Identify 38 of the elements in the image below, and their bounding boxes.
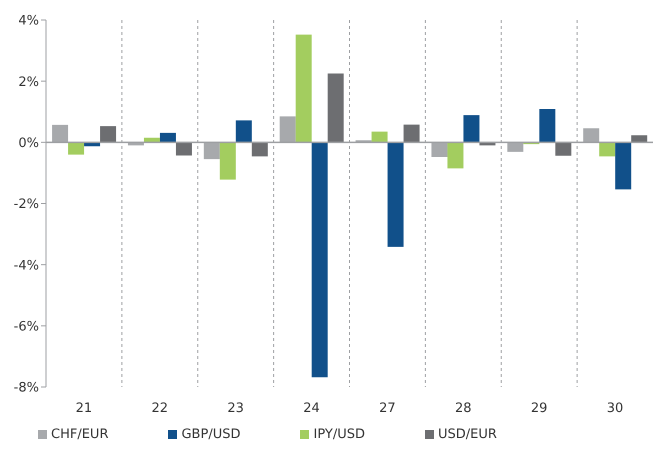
x-tick-label: 23: [227, 401, 244, 416]
bar: [599, 142, 616, 156]
x-tick-label: 28: [455, 401, 472, 416]
bar: [539, 109, 556, 142]
y-tick-label: -8%: [14, 380, 39, 396]
x-tick-label: 22: [152, 401, 168, 416]
legend-label: USD/EUR: [438, 427, 497, 442]
bar: [555, 142, 572, 156]
x-tick-label: 24: [303, 401, 320, 416]
bar: [463, 115, 480, 142]
y-tick-label: -2%: [14, 197, 39, 212]
x-tick-label: 27: [379, 401, 396, 416]
bar: [236, 120, 252, 142]
y-tick-label: 0%: [18, 136, 39, 151]
y-tick-label: 2%: [18, 74, 39, 90]
bar: [328, 74, 344, 142]
bar: [160, 132, 176, 142]
legend-label: GBP/USD: [181, 427, 240, 442]
y-tick-label: 4%: [18, 14, 39, 29]
bar: [615, 142, 632, 190]
bar: [388, 142, 404, 247]
bar: [100, 126, 116, 142]
x-tick-label: 29: [530, 401, 548, 416]
y-tick-label: -6%: [14, 319, 39, 334]
bar: [68, 142, 84, 155]
bar: [312, 142, 328, 378]
legend-label: CHF/EUR: [51, 427, 108, 442]
bar: [252, 142, 268, 156]
x-tick-label: 21: [76, 401, 92, 416]
legend-label: IPY/USD: [313, 427, 365, 442]
bar: [372, 132, 388, 142]
bar: [447, 142, 464, 168]
x-tick-label: 30: [606, 401, 624, 416]
bar: [404, 124, 420, 142]
bar: [176, 142, 192, 156]
y-tick-label: -4%: [14, 258, 39, 274]
bar: [296, 34, 312, 142]
bar: [220, 142, 236, 180]
